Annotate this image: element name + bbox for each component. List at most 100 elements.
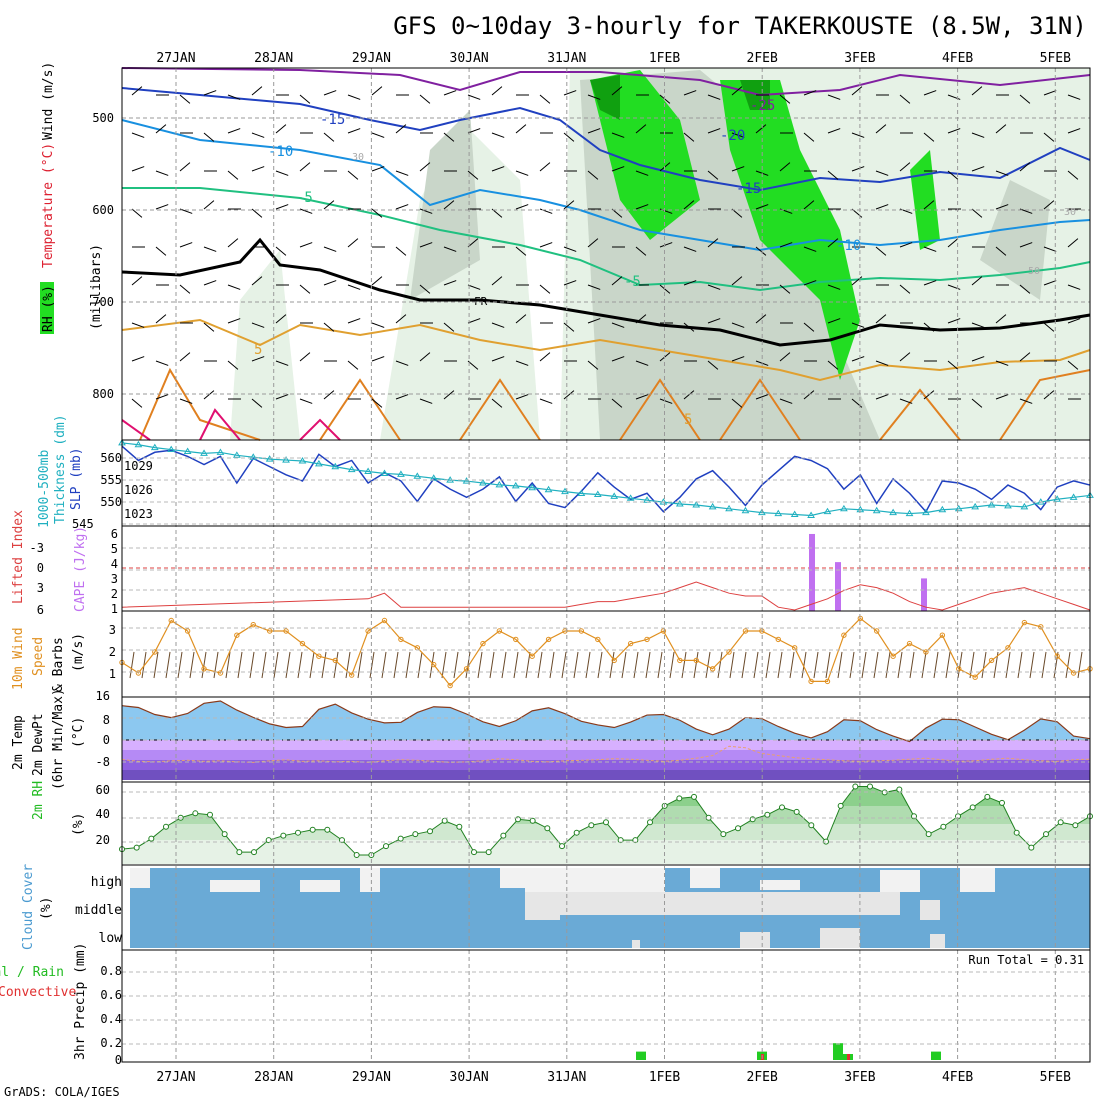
wind-barb-10m [825, 651, 831, 679]
wind-barb [491, 166, 505, 172]
rh-marker [647, 819, 653, 826]
ytick-label: 16 [96, 689, 110, 703]
wind-barb [635, 246, 647, 256]
rh-marker [192, 810, 199, 817]
wind-barb [563, 390, 575, 400]
thickness-marker [807, 511, 815, 518]
ytick-label: -8 [96, 755, 110, 769]
wind-barb [491, 356, 505, 362]
wind-barb [995, 314, 1007, 324]
wind-barb-10m [933, 651, 939, 679]
ytick-label: 20 [96, 833, 110, 847]
wind-speed-marker [184, 628, 191, 634]
wind-barb [275, 360, 289, 366]
wind-barb-10m [717, 651, 723, 679]
wind-barb [947, 170, 959, 180]
wind-barb-10m [885, 651, 891, 679]
wind-speed-marker [677, 657, 683, 664]
wind-barb-10m [789, 651, 795, 679]
rh-marker [837, 802, 844, 809]
wind-barb-10m [1029, 651, 1035, 679]
wind-barb [875, 170, 889, 176]
wind-barb-10m [357, 651, 363, 679]
wind-barb [323, 322, 335, 332]
rh-marker [339, 837, 345, 844]
wind-barb-10m [729, 651, 735, 679]
wind-speed-marker [988, 657, 995, 664]
wind-speed-marker [381, 617, 388, 624]
thickness-marker [150, 443, 159, 451]
ytick-label: 2 [109, 645, 116, 659]
ytick-label: 1023 [124, 507, 153, 521]
slp-right-ticks: 1029 1026 1023 [124, 459, 153, 521]
contour-minus10 [121, 119, 1091, 252]
wind-barb [635, 170, 649, 176]
panel-frame [121, 439, 1091, 527]
rh-mask [122, 782, 1090, 856]
contour-label: -10 [268, 144, 293, 160]
wind-barb [467, 128, 481, 134]
wind-barb [371, 398, 383, 408]
wind-speed-marker [398, 636, 404, 643]
date-label-top: 3FEB [844, 51, 875, 66]
wind-barb [899, 242, 913, 248]
wind-barb [779, 94, 791, 104]
date-label-bottom: 1FEB [649, 1070, 680, 1085]
wind-barb [683, 132, 695, 142]
date-label-top: 28JAN [254, 51, 293, 66]
rh-marker [999, 799, 1005, 806]
wind-barb [683, 390, 695, 400]
ylabel-wind10-a: 10m Wind [11, 627, 26, 690]
ytick-label: 1 [109, 667, 116, 681]
wind-barb-10m [333, 651, 339, 679]
wind-barb [299, 352, 311, 362]
wind-barb [1043, 132, 1055, 142]
thickness-marker [971, 502, 980, 510]
ytick-label: 3 [37, 581, 44, 595]
wind-speed-marker [660, 628, 667, 634]
rh-shading-darkgreen [590, 75, 770, 120]
wind-barb [491, 276, 503, 286]
cloud-level-high: high [91, 875, 122, 890]
wind-speed-marker [283, 628, 289, 634]
rh-marker [617, 837, 624, 844]
wind-barb [419, 208, 433, 214]
rh-marker [867, 783, 873, 790]
wind-barb [515, 394, 529, 400]
wind-barb [971, 86, 983, 96]
thickness-marker [232, 451, 241, 458]
wind-barb [731, 276, 743, 286]
contour-label: 30 [1064, 207, 1076, 218]
thickness-marker [298, 457, 307, 464]
wind-barb [683, 322, 695, 332]
ytick-label: 555 [100, 473, 122, 487]
rh-marker [925, 831, 932, 838]
wind-barb-10m [1077, 651, 1083, 679]
wind-barb [851, 356, 865, 362]
wind-barb [971, 276, 983, 286]
wind-barb [683, 90, 697, 96]
wind-barb [323, 390, 335, 400]
wind-barb [659, 398, 673, 404]
wind-barb [347, 284, 361, 290]
wind-barb [563, 246, 577, 252]
wind-barb [1019, 208, 1033, 214]
wind-barb [731, 166, 745, 172]
cold-band-3 [122, 760, 1090, 770]
rh-marker [485, 849, 492, 856]
wind-speed-marker [972, 674, 978, 680]
wind-barb [371, 86, 383, 96]
wind-barb [635, 360, 649, 366]
ylabel-wind10-d: (m/s) [71, 633, 86, 672]
wind-barb [827, 128, 841, 134]
wind-barb-10m [657, 651, 663, 679]
wind-barb [731, 398, 743, 408]
wind-barb [947, 128, 961, 134]
rh-marker [383, 843, 389, 850]
footer-credit: GrADS: COLA/IGES [4, 1085, 120, 1099]
wind-barb [299, 208, 313, 214]
cloud-level-labels: high middle low [75, 875, 122, 946]
wind-barb-10m [945, 651, 951, 679]
wind-barb [515, 204, 529, 210]
ylabel-temp-c: (6hr Min/Max) [51, 688, 66, 790]
